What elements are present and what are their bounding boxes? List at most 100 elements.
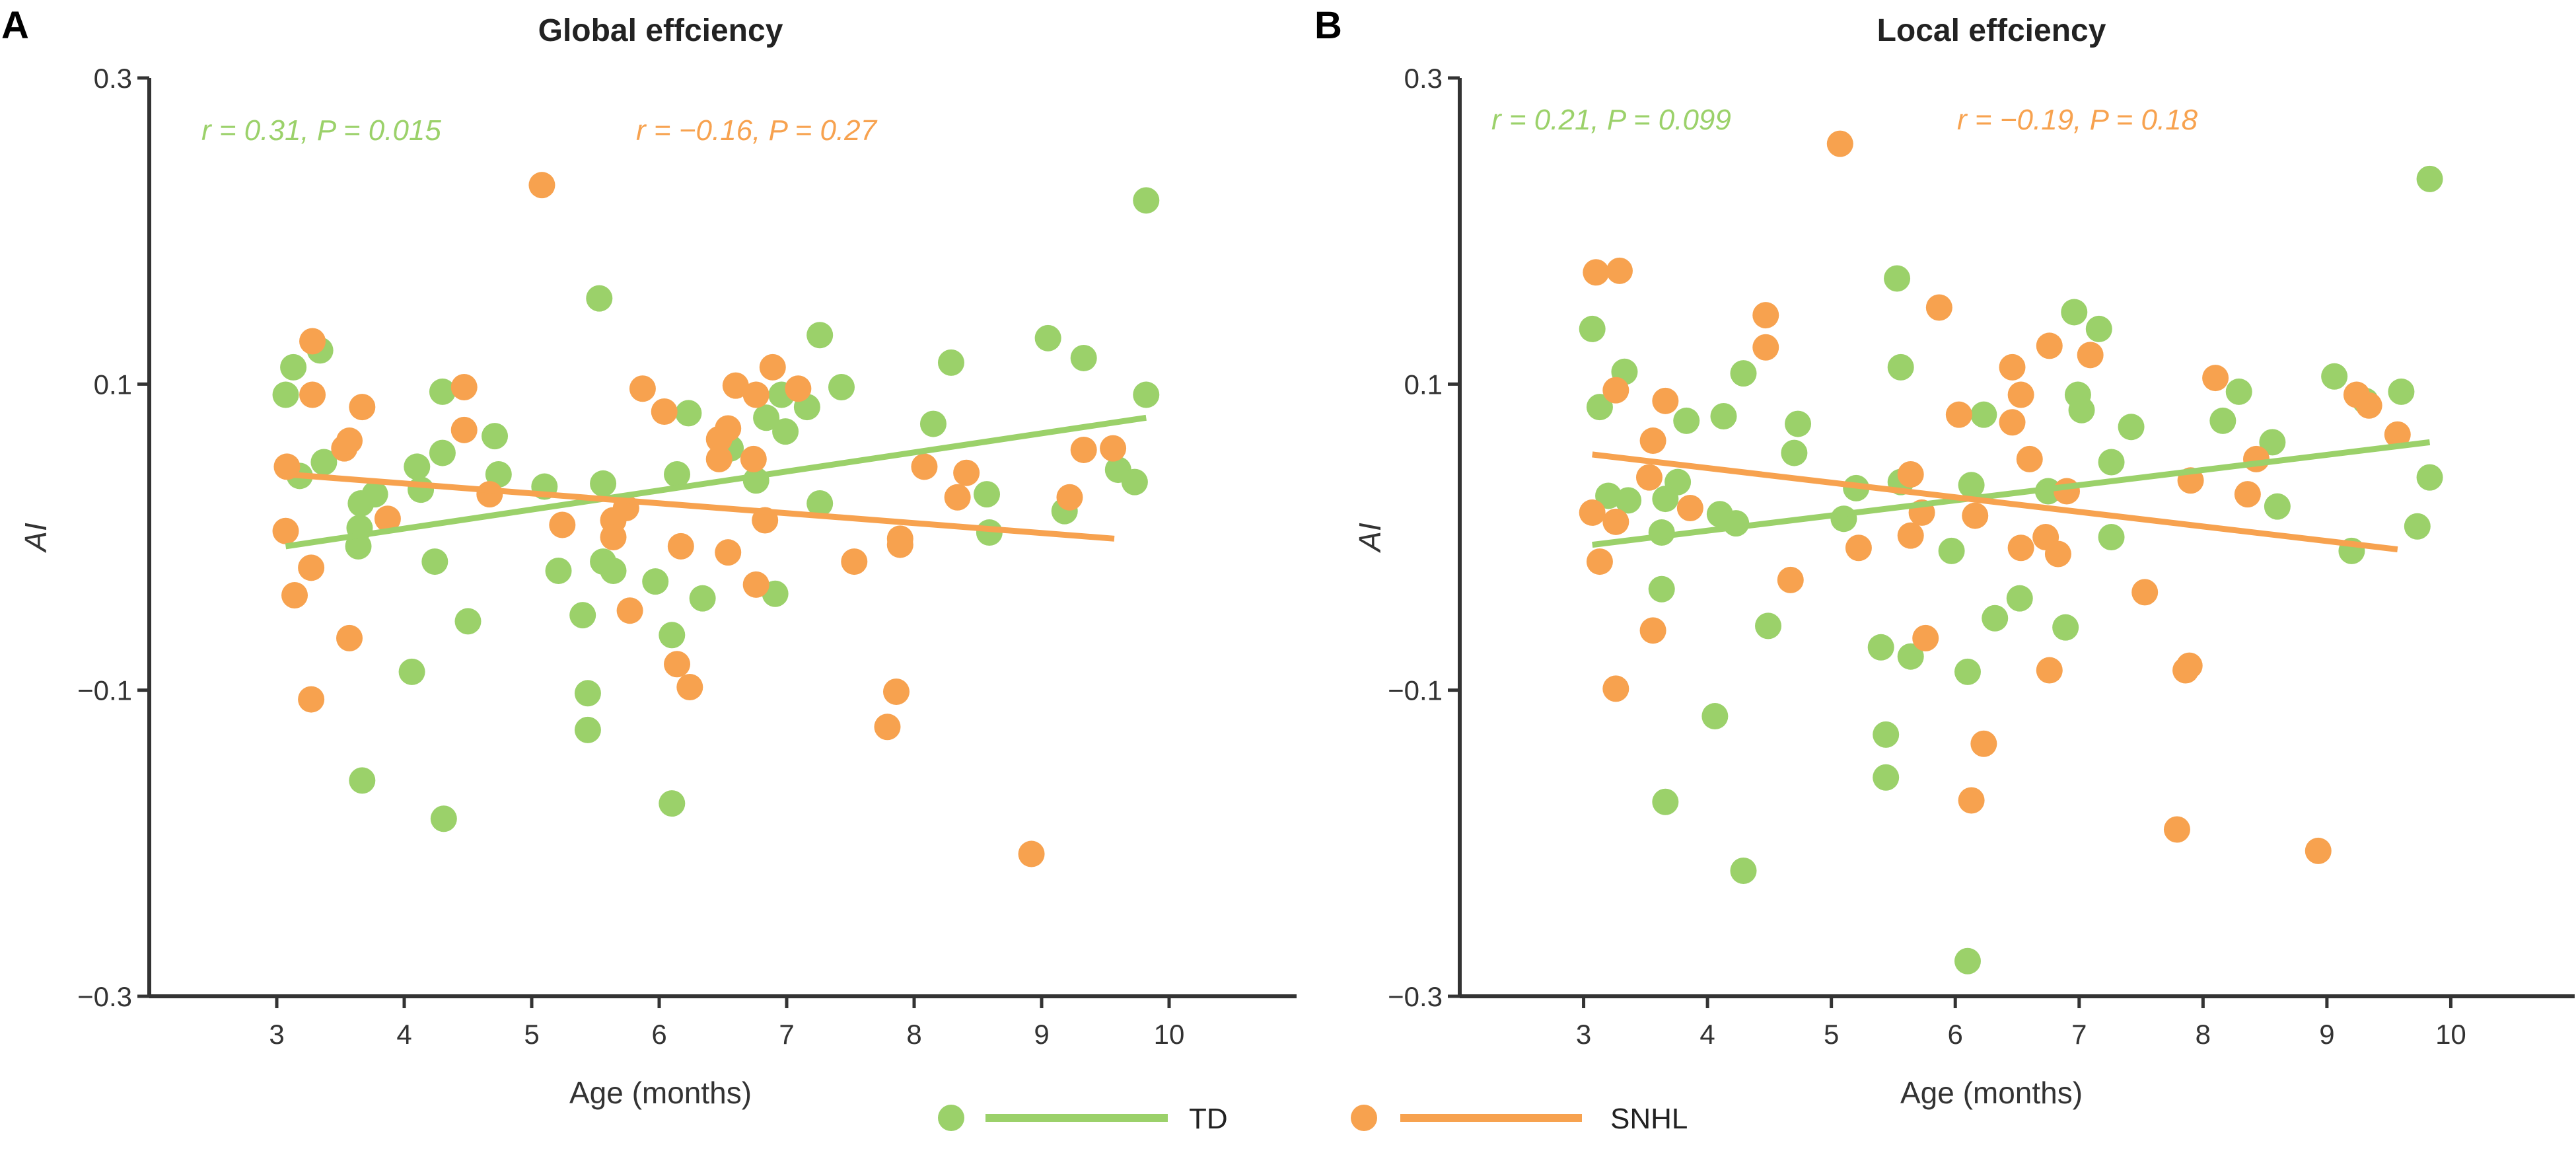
td-data-point [919,410,947,437]
td-data-point [1873,721,1900,748]
td-data-point [2321,363,2348,390]
x-tick-label: 8 [2196,1019,2211,1050]
snhl-data-point [2036,332,2063,359]
td-data-point [806,322,834,349]
td-data-point [485,461,512,488]
td-data-point [2085,315,2112,342]
snhl-data-point [1070,436,1097,463]
td-data-point [574,716,601,743]
y-tick-label: −0.1 [77,675,132,706]
td-regression-line [285,414,1147,550]
x-tick-label: 10 [1154,1019,1185,1050]
snhl-data-point [1912,624,1939,651]
y-tick-label: −0.3 [77,981,132,1012]
snhl-data-point [629,375,656,402]
td-data-point [1830,505,1857,533]
td-data-point [430,805,457,832]
x-tick-label: 8 [906,1019,921,1050]
snhl-data-point [785,375,812,402]
y-axis-label: AI [1353,523,1387,554]
snhl-data-point [1945,401,1972,428]
snhl-data-point [1897,461,1924,488]
td-data-point [2259,429,2286,456]
snhl-data-point [676,674,703,701]
td-data-point [2388,378,2415,405]
y-tick-label: −0.3 [1388,981,1443,1012]
panel-a-global-efficiency: A Global effciency Age (months) AI r = 0… [1,4,1297,1110]
y-tick-label: 0.3 [1404,63,1443,94]
panel-label: A [1,4,29,47]
td-data-point [429,439,456,466]
x-axis-label: Age (months) [1900,1076,2083,1110]
snhl-data-point [374,505,401,533]
y-tick-label: 0.3 [94,63,132,94]
snhl-data-point [1777,566,1804,593]
td-correlation-annotation: r = 0.21, P = 0.099 [1491,104,1731,136]
snhl-data-point [2054,478,2081,505]
snhl-data-point [298,686,325,713]
td-data-point [937,349,964,376]
td-data-point [1755,612,1782,640]
snhl-data-point [1676,494,1703,521]
td-data-point [1982,605,2009,632]
snhl-data-point [1962,502,1989,529]
snhl-data-point [336,427,363,455]
td-data-point [1867,634,1894,661]
td-data-point [1710,402,1737,429]
td-data-point [398,658,425,685]
snhl-data-point [1602,508,1629,535]
snhl-data-point [2007,534,2034,562]
legend-label: TD [1189,1103,1228,1135]
td-data-point [2068,396,2095,423]
legend-label: SNHL [1610,1103,1688,1135]
y-tick-label: 0.1 [1404,369,1443,400]
chart-title: Local effciency [1877,13,2106,48]
td-data-point [429,378,456,405]
snhl-data-point [1100,435,1127,462]
snhl-data-point [1602,675,1629,702]
td-data-point [659,622,686,649]
snhl-data-point [759,353,786,381]
snhl-data-point [742,381,769,408]
td-data-point [1954,658,1981,685]
td-data-point [1970,401,1997,428]
snhl-data-point [2077,342,2104,369]
td-data-point [2006,585,2033,612]
y-tick-label: 0.1 [94,369,132,400]
td-data-point [1121,468,1148,496]
td-data-point [772,418,799,445]
snhl-data-point [336,624,363,651]
td-data-point [675,400,702,427]
x-tick-label: 10 [2435,1019,2466,1050]
snhl-data-point [1652,387,1679,414]
snhl-data-point [2044,540,2071,568]
x-tick-label: 7 [779,1019,794,1050]
td-data-point [1586,394,1613,421]
snhl-data-point [2242,445,2270,472]
snhl-data-point [1958,787,1985,814]
snhl-data-point [549,511,576,538]
td-data-point [1887,353,1914,381]
x-tick-label: 6 [1948,1019,1963,1050]
td-data-point [310,449,338,476]
snhl-data-point [1579,499,1606,526]
snhl-data-point [1826,130,1853,157]
x-axis-label: Age (months) [569,1076,752,1110]
snhl-data-point [722,372,749,399]
td-data-point [2416,165,2443,192]
td-data-point [2264,493,2291,520]
td-data-point [2052,614,2079,641]
snhl-data-point [1970,730,1997,757]
snhl-data-point [2305,837,2332,864]
snhl-data-point [1999,409,2026,436]
td-data-point [1730,858,1757,885]
td-data-point [2118,414,2145,441]
td-data-point [1954,947,1981,974]
snhl-data-point [841,548,868,575]
td-data-point [1781,439,1808,466]
td-data-point [1034,324,1061,351]
snhl-data-point [2176,652,2203,679]
td-data-point [1884,265,1911,292]
td-data-point [482,423,509,450]
snhl-data-point [944,484,971,511]
